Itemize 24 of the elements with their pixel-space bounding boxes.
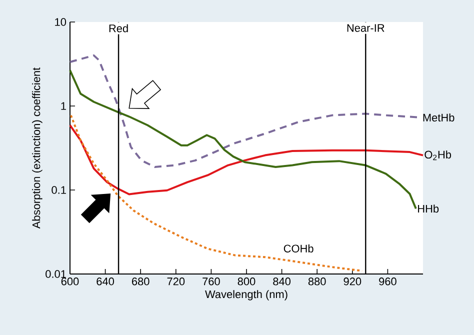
y-tick-label: 10 [55,18,66,26]
x-tick-label: 880 [308,278,326,286]
y-tick-label: 0.1 [52,186,66,194]
y-tick-label: 1 [61,102,66,110]
x-tick-label: 760 [202,278,220,286]
x-tick-label: 680 [132,278,150,286]
line-series [69,69,417,210]
ref-line-label: Red [109,24,128,32]
x-tick-label: 720 [167,278,185,286]
y-tick-label: 0.01 [46,270,66,278]
x-tick-label: 640 [96,278,114,286]
series-label: COHb [284,244,314,252]
line-series [69,124,424,196]
x-tick-label: 800 [238,278,256,286]
x-tick-label: 960 [379,278,396,286]
x-axis-title: Wavelength (nm) [205,290,288,300]
x-tick-label: 840 [273,278,290,286]
series-label: HHb [418,204,439,213]
series-label: O$_{2}$Hb [424,150,452,160]
x-tick-label: 600 [61,278,79,286]
series-label: MetHb [423,113,454,122]
x-tick-label: 920 [344,278,362,286]
y-axis-title: Absorption (extinction) coefficient [32,67,42,229]
ref-line-label: Near-IR [347,24,384,32]
